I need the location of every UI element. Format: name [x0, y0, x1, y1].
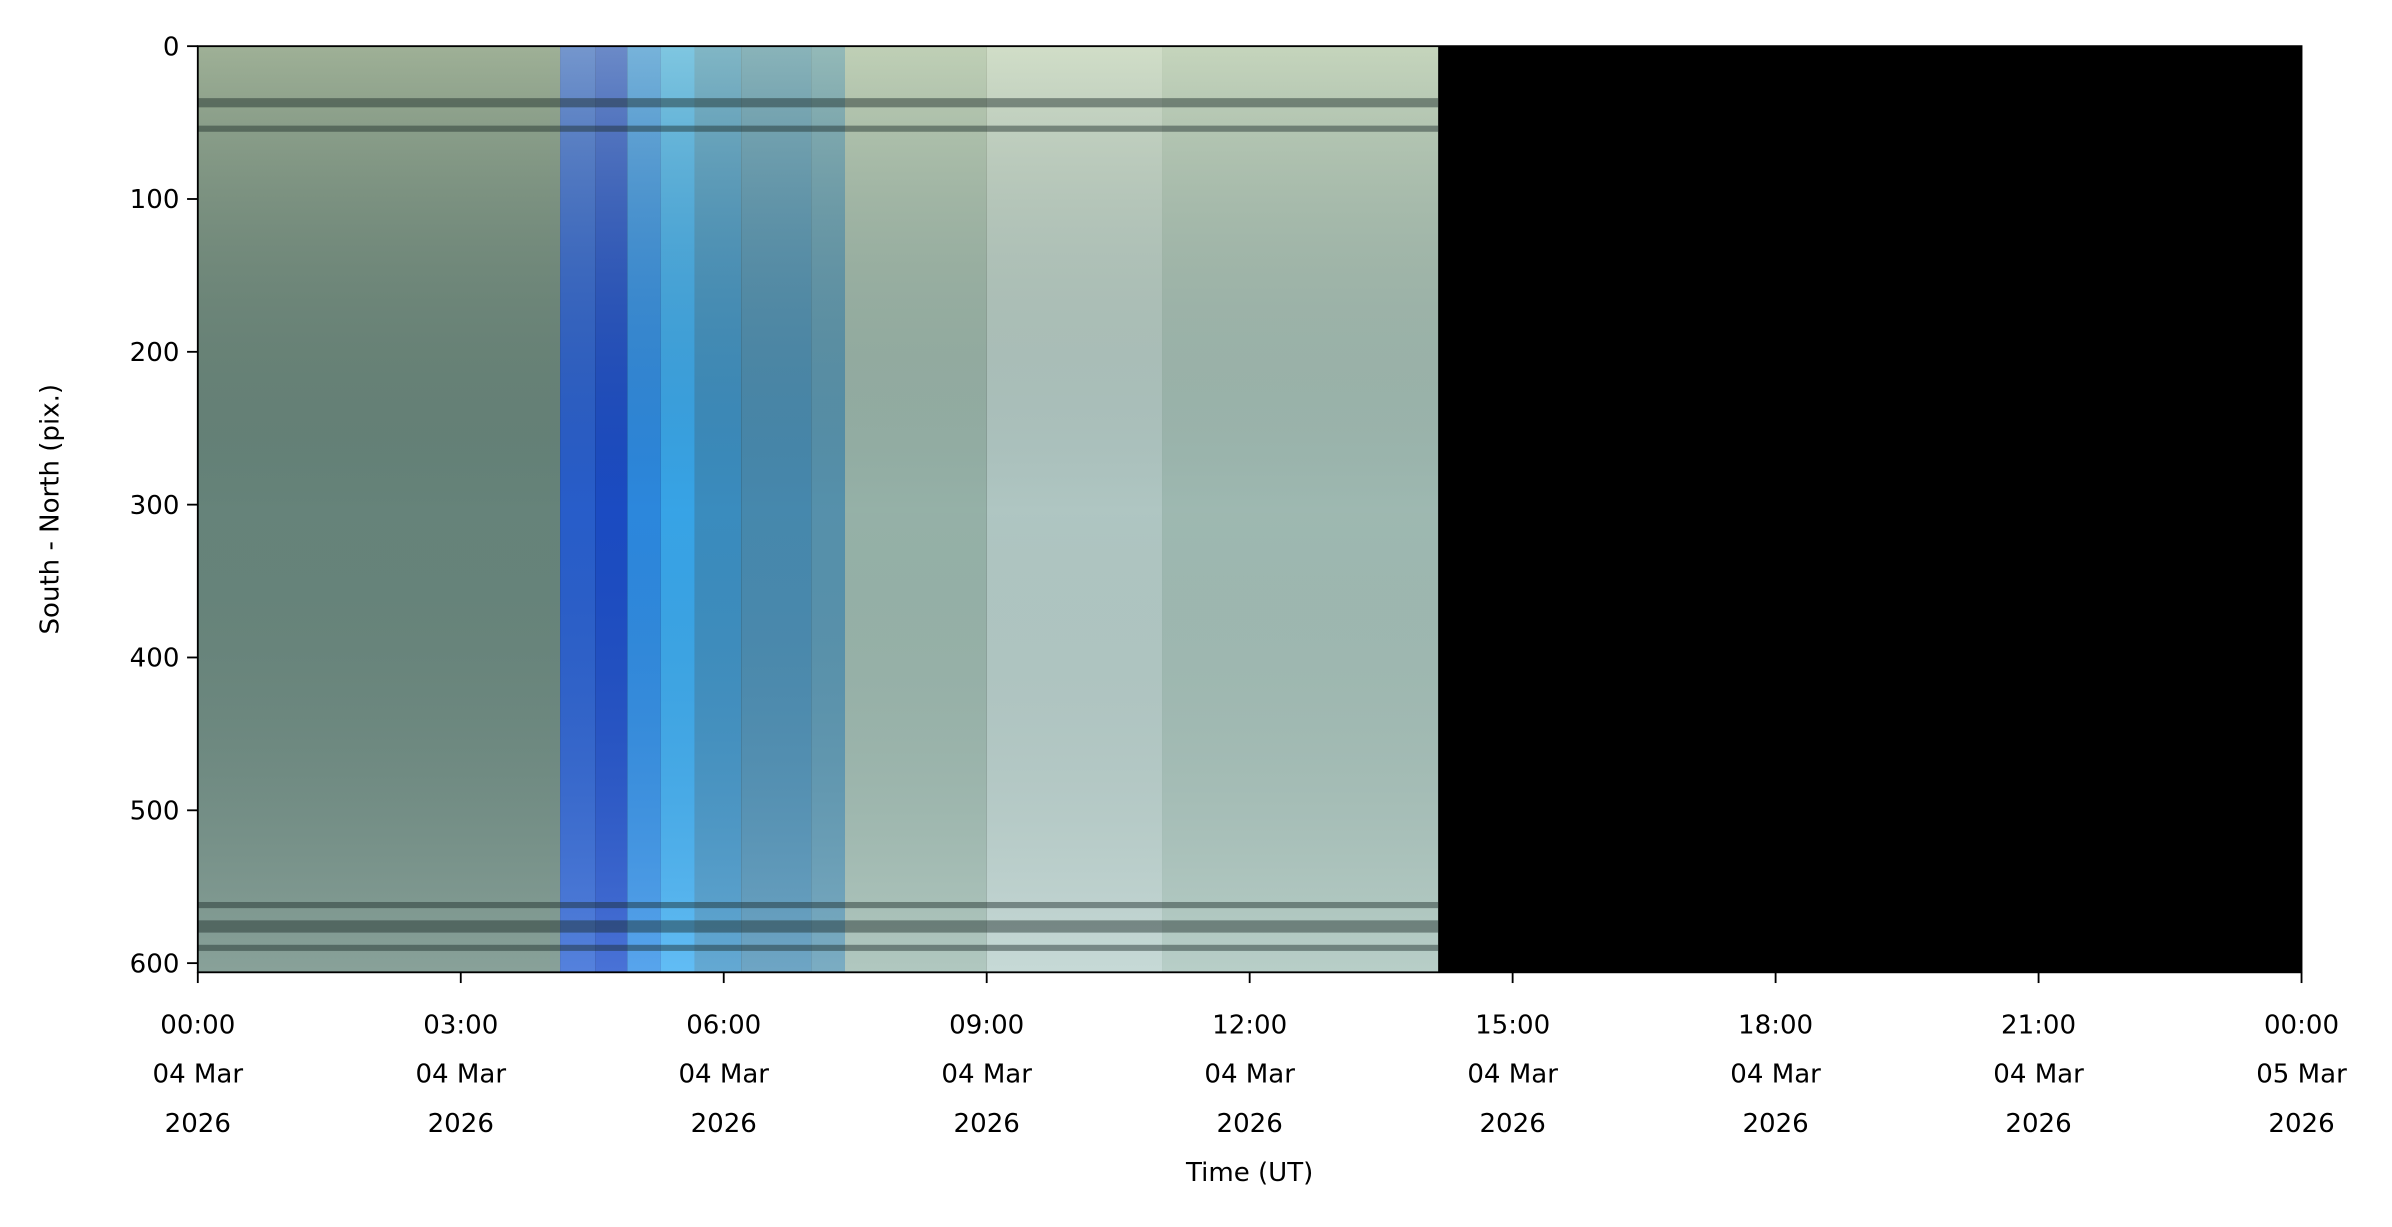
y-tick-label: 200: [130, 338, 180, 368]
x-tick-label: 04 Mar: [941, 1060, 1032, 1090]
horizon-streak: [197, 98, 1439, 108]
y-tick-label: 100: [130, 185, 180, 215]
x-tick-label: 12:00: [1212, 1011, 1287, 1041]
x-tick-label: 2026: [428, 1109, 494, 1139]
x-tick-label: 04 Mar: [1730, 1060, 1821, 1090]
y-tick-label: 500: [130, 797, 180, 827]
x-tick-label: 00:00: [2264, 1011, 2339, 1041]
y-axis-label: South - North (pix.): [35, 384, 65, 635]
x-tick-label: 2026: [954, 1109, 1020, 1139]
x-tick-label: 04 Mar: [153, 1060, 244, 1090]
x-tick-label: 2026: [691, 1109, 757, 1139]
x-tick-label: 21:00: [2001, 1011, 2076, 1041]
y-tick-label: 300: [130, 491, 180, 521]
x-tick-label: 00:00: [160, 1011, 235, 1041]
horizon-streak: [197, 901, 1439, 909]
x-tick-label: 2026: [1217, 1109, 1283, 1139]
y-tick-label: 400: [130, 644, 180, 674]
x-tick-label: 2026: [2005, 1109, 2071, 1139]
x-tick-label: 2026: [165, 1109, 231, 1139]
y-tick-label: 0: [163, 32, 180, 62]
x-tick-label: 06:00: [686, 1011, 761, 1041]
x-tick-label: 04 Mar: [678, 1060, 769, 1090]
x-tick-label: 05 Mar: [2256, 1060, 2347, 1090]
x-tick-label: 09:00: [949, 1011, 1024, 1041]
x-tick-label: 2026: [1479, 1109, 1545, 1139]
x-tick-label: 2026: [1742, 1109, 1808, 1139]
horizon-streak: [197, 125, 1439, 132]
horizon-streak: [197, 944, 1439, 951]
x-tick-label: 04 Mar: [415, 1060, 506, 1090]
x-tick-label: 04 Mar: [1204, 1060, 1295, 1090]
x-tick-label: 15:00: [1475, 1011, 1550, 1041]
x-tick-label: 04 Mar: [1993, 1060, 2084, 1090]
x-tick-label: 2026: [2268, 1109, 2334, 1139]
keogram-shading: [197, 46, 1439, 973]
x-tick-label: 03:00: [423, 1011, 498, 1041]
y-tick-label: 600: [130, 949, 180, 979]
x-axis-label: Time (UT): [1185, 1158, 1313, 1188]
x-tick-label: 18:00: [1738, 1011, 1813, 1041]
x-tick-label: 04 Mar: [1467, 1060, 1558, 1090]
horizon-streak: [197, 920, 1439, 933]
